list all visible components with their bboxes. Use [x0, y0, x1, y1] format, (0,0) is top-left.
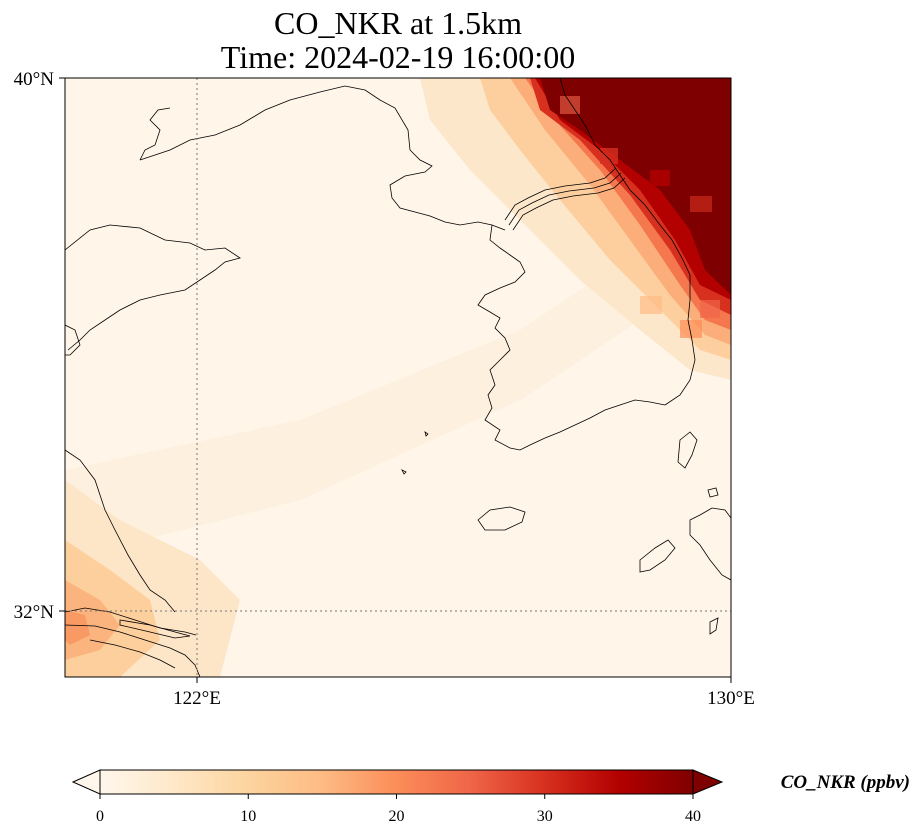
- colorbar-tick-label: 40: [685, 808, 701, 825]
- colorbar-extend-min: [71, 769, 101, 795]
- colorbar-extend-max: [692, 769, 724, 795]
- colorbar-tick-label: 20: [389, 808, 405, 825]
- colorbar-label: CO_NKR (ppbv): [781, 772, 910, 793]
- colorbar-tick-label: 10: [240, 808, 256, 825]
- map-title-line-2: Time: 2024-02-19 16:00:00: [220, 39, 576, 75]
- colorbar-ticks: 0 10 20 30 40: [96, 794, 701, 825]
- lat-tick-40n: 40°N: [14, 69, 55, 90]
- colorbar-tick-label: 0: [96, 808, 104, 825]
- gridlines: [65, 78, 731, 677]
- map-title-line-1: CO_NKR at 1.5km: [274, 5, 522, 41]
- colorbar-tick-label: 30: [537, 808, 553, 825]
- axis-ticks: [59, 77, 732, 683]
- concentration-field: [65, 78, 731, 677]
- coastlines: [65, 78, 731, 677]
- lon-tick-130e: 130°E: [707, 688, 755, 709]
- map-frame: [64, 77, 732, 678]
- lon-tick-122e: 122°E: [173, 688, 221, 709]
- lat-tick-32n: 32°N: [14, 602, 55, 623]
- colorbar: 0 10 20 30 40 CO_NKR (ppbv): [71, 769, 910, 825]
- colorbar-gradient: [99, 769, 694, 795]
